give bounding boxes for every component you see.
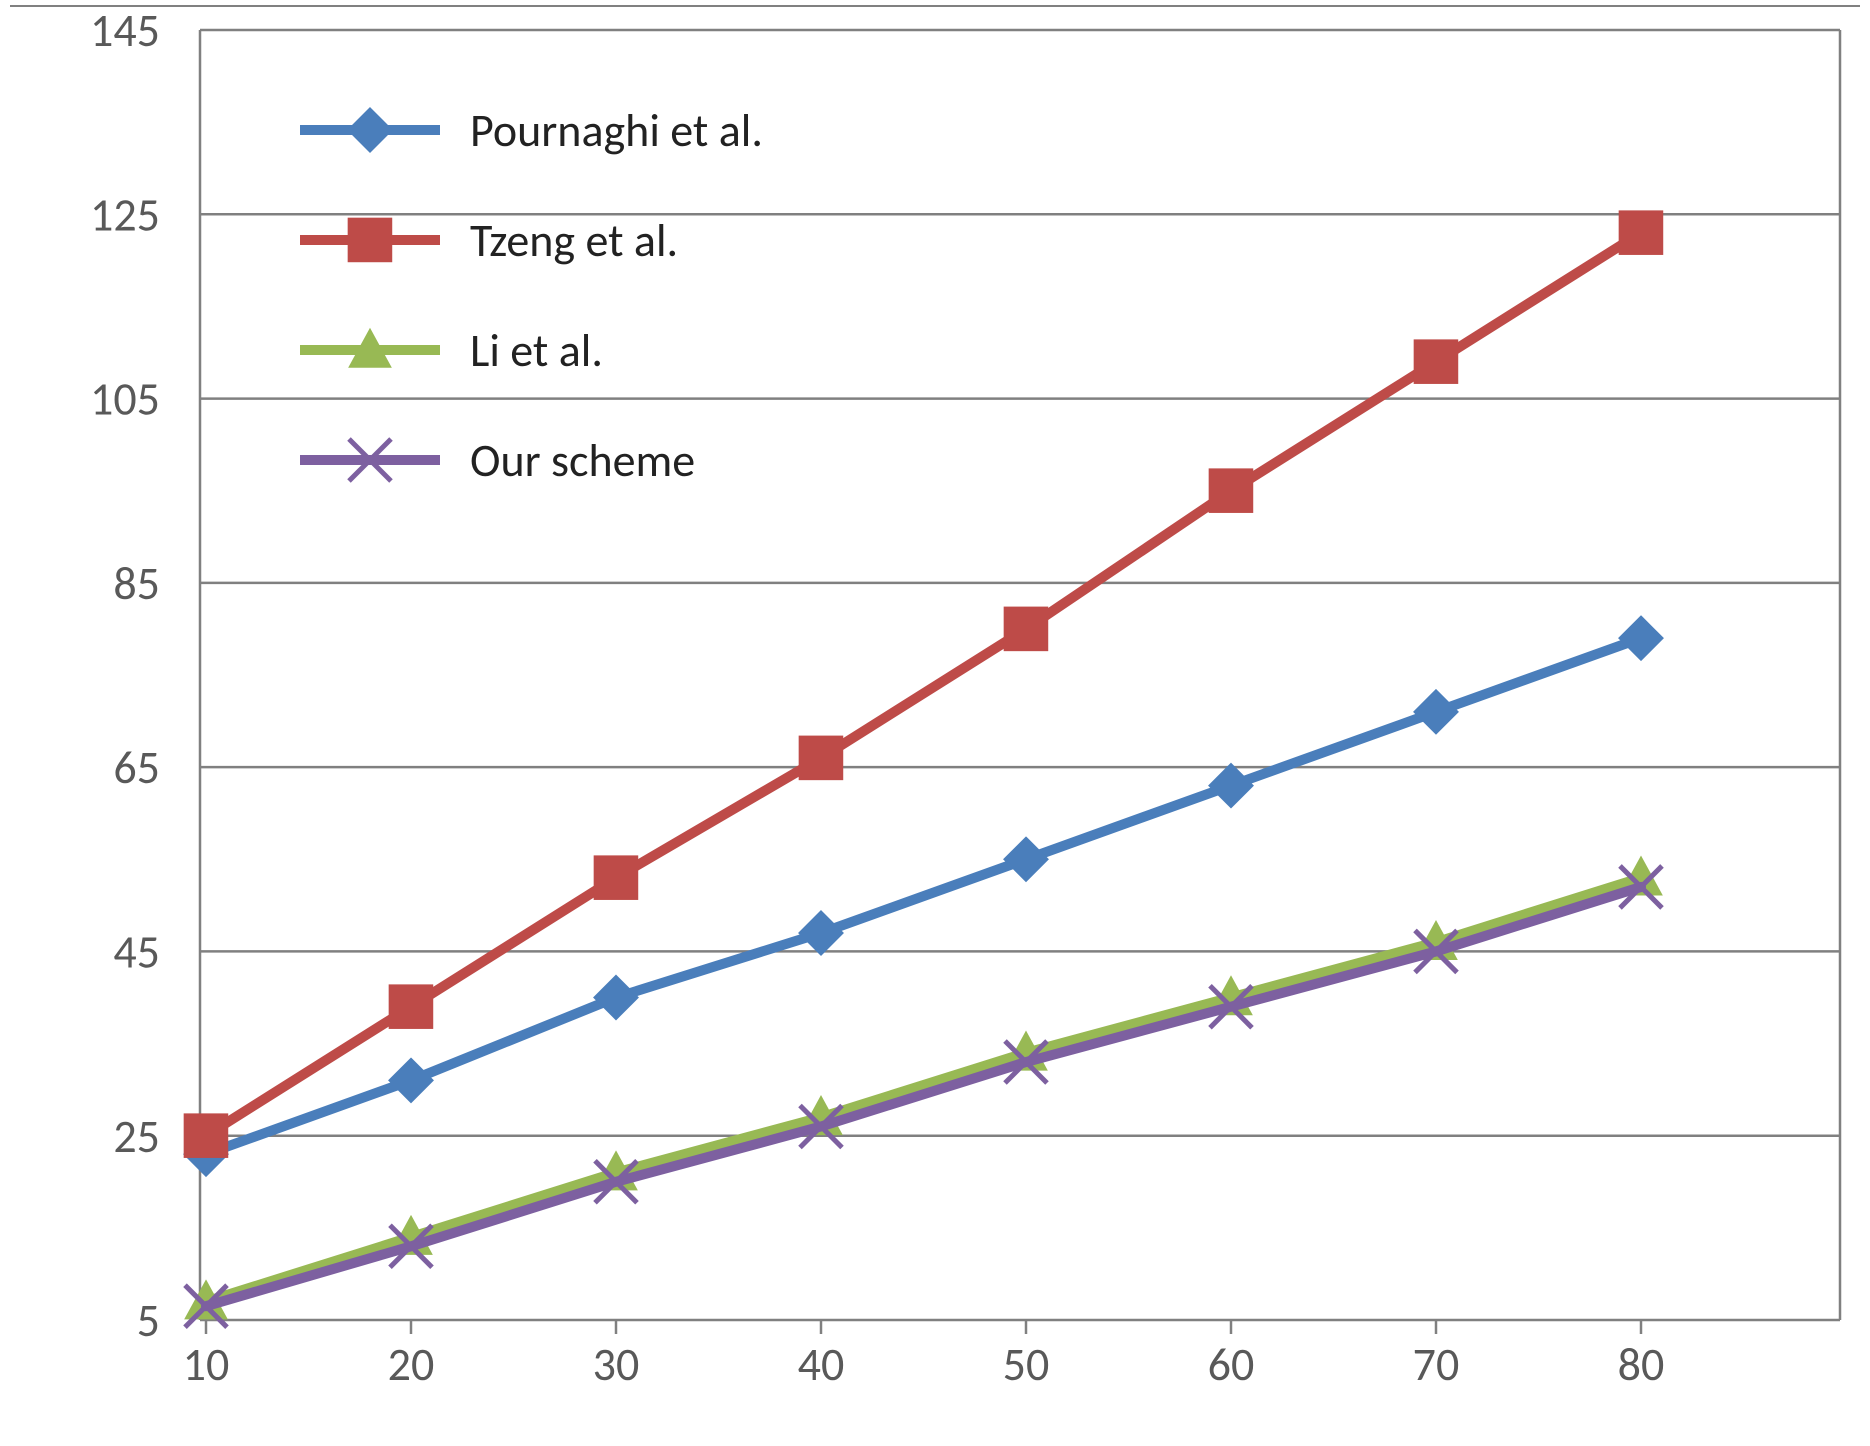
y-tick-label: 25: [113, 1109, 160, 1165]
y-tick-label: 85: [113, 556, 160, 612]
legend-label: Our scheme: [470, 433, 695, 489]
chart-background: [0, 0, 1870, 1446]
x-tick-label: 60: [1208, 1337, 1255, 1393]
legend-label: Tzeng et al.: [470, 213, 678, 269]
marker-square: [1005, 608, 1048, 651]
x-tick-label: 30: [593, 1337, 640, 1393]
x-tick-label: 10: [183, 1337, 230, 1393]
marker-square: [1415, 340, 1458, 383]
chart-svg: 5 25 45 65 85 105 125 145 10 20 30 40 50 60 70 80 Pourna…: [0, 0, 1870, 1446]
legend-label: Li et al.: [470, 323, 603, 379]
marker-square: [595, 856, 638, 899]
x-tick-label: 40: [798, 1337, 845, 1393]
marker-square: [390, 985, 433, 1028]
y-tick-label: 125: [90, 187, 160, 243]
marker-square: [800, 737, 843, 780]
marker-square: [185, 1114, 228, 1157]
x-tick-label: 80: [1618, 1337, 1665, 1393]
y-tick-label: 105: [90, 372, 160, 428]
y-tick-label: 145: [90, 3, 160, 59]
x-tick-label: 20: [388, 1337, 435, 1393]
marker-square: [1620, 211, 1663, 254]
y-tick-label: 45: [113, 925, 160, 981]
y-tick-label: 5: [137, 1293, 160, 1349]
marker-square: [349, 219, 392, 262]
y-tick-label: 65: [113, 740, 160, 796]
marker-square: [1210, 469, 1253, 512]
x-tick-label: 50: [1003, 1337, 1050, 1393]
legend-label: Pournaghi et al.: [470, 103, 763, 159]
line-chart: 5 25 45 65 85 105 125 145 10 20 30 40 50 60 70 80 Pourna…: [0, 0, 1870, 1446]
x-tick-label: 70: [1413, 1337, 1460, 1393]
